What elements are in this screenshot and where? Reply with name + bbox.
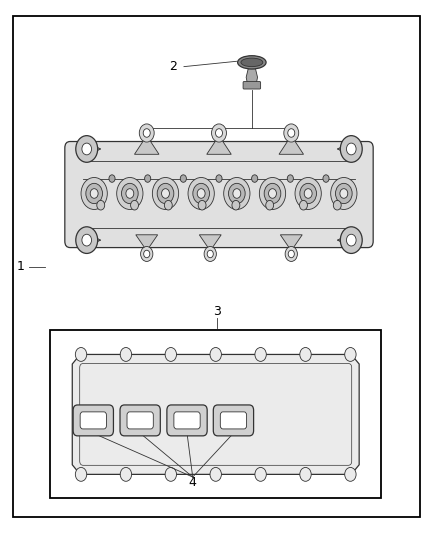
Circle shape	[76, 227, 98, 254]
Text: 3: 3	[213, 305, 221, 318]
Circle shape	[285, 247, 297, 262]
Circle shape	[197, 189, 205, 198]
FancyBboxPatch shape	[120, 405, 160, 436]
Ellipse shape	[237, 55, 266, 69]
Circle shape	[212, 124, 226, 142]
Circle shape	[144, 251, 150, 258]
Circle shape	[210, 467, 221, 481]
Circle shape	[224, 177, 250, 209]
Ellipse shape	[241, 58, 263, 67]
Circle shape	[345, 348, 356, 361]
FancyBboxPatch shape	[73, 405, 113, 436]
Text: 1: 1	[17, 260, 25, 273]
Circle shape	[97, 200, 105, 210]
FancyBboxPatch shape	[127, 412, 153, 429]
Circle shape	[340, 227, 362, 254]
Circle shape	[90, 189, 98, 198]
Circle shape	[300, 183, 317, 204]
Circle shape	[210, 348, 221, 361]
FancyBboxPatch shape	[80, 412, 106, 429]
Circle shape	[284, 124, 299, 142]
Circle shape	[288, 128, 295, 137]
Polygon shape	[280, 235, 302, 251]
FancyBboxPatch shape	[174, 412, 200, 429]
Circle shape	[215, 128, 223, 137]
Circle shape	[216, 175, 222, 182]
Circle shape	[109, 175, 115, 182]
Text: 4: 4	[189, 476, 197, 489]
Circle shape	[157, 183, 174, 204]
Circle shape	[295, 177, 321, 209]
Circle shape	[304, 189, 312, 198]
FancyBboxPatch shape	[243, 82, 261, 89]
FancyBboxPatch shape	[220, 412, 247, 429]
Circle shape	[193, 183, 209, 204]
Circle shape	[81, 177, 107, 209]
Circle shape	[76, 136, 98, 162]
Circle shape	[251, 175, 258, 182]
Circle shape	[340, 136, 362, 162]
Circle shape	[145, 175, 151, 182]
Polygon shape	[246, 68, 258, 84]
Polygon shape	[199, 235, 221, 251]
FancyBboxPatch shape	[167, 405, 207, 436]
Circle shape	[264, 183, 281, 204]
Circle shape	[287, 175, 293, 182]
Circle shape	[346, 143, 356, 155]
Circle shape	[259, 177, 286, 209]
Circle shape	[229, 183, 245, 204]
Circle shape	[300, 348, 311, 361]
Circle shape	[323, 175, 329, 182]
Circle shape	[255, 467, 266, 481]
Circle shape	[288, 251, 294, 258]
Circle shape	[336, 183, 352, 204]
Circle shape	[188, 177, 214, 209]
Circle shape	[120, 348, 131, 361]
Circle shape	[75, 467, 87, 481]
Circle shape	[141, 247, 153, 262]
Circle shape	[131, 200, 138, 210]
Bar	[50, 330, 381, 498]
Circle shape	[82, 235, 92, 246]
Circle shape	[198, 200, 206, 210]
Circle shape	[139, 124, 154, 142]
Circle shape	[120, 467, 131, 481]
Polygon shape	[136, 235, 158, 251]
Circle shape	[86, 183, 102, 204]
Circle shape	[121, 183, 138, 204]
Circle shape	[266, 200, 274, 210]
Circle shape	[126, 189, 134, 198]
Text: 2: 2	[169, 60, 177, 73]
Circle shape	[204, 247, 216, 262]
Circle shape	[300, 467, 311, 481]
Polygon shape	[279, 135, 304, 155]
Circle shape	[340, 189, 348, 198]
Circle shape	[207, 251, 213, 258]
Circle shape	[300, 200, 307, 210]
Polygon shape	[207, 135, 231, 155]
Circle shape	[255, 348, 266, 361]
Circle shape	[233, 189, 241, 198]
Circle shape	[162, 189, 170, 198]
Circle shape	[82, 143, 92, 155]
Circle shape	[331, 177, 357, 209]
FancyBboxPatch shape	[213, 405, 254, 436]
Circle shape	[345, 467, 356, 481]
Circle shape	[333, 200, 341, 210]
Circle shape	[180, 175, 187, 182]
Circle shape	[165, 467, 177, 481]
Polygon shape	[134, 135, 159, 155]
Circle shape	[268, 189, 276, 198]
Circle shape	[75, 348, 87, 361]
Circle shape	[232, 200, 240, 210]
Circle shape	[165, 348, 177, 361]
Circle shape	[152, 177, 179, 209]
Circle shape	[164, 200, 172, 210]
FancyBboxPatch shape	[65, 142, 373, 247]
Circle shape	[143, 128, 150, 137]
Circle shape	[346, 235, 356, 246]
Circle shape	[117, 177, 143, 209]
PathPatch shape	[72, 354, 359, 474]
